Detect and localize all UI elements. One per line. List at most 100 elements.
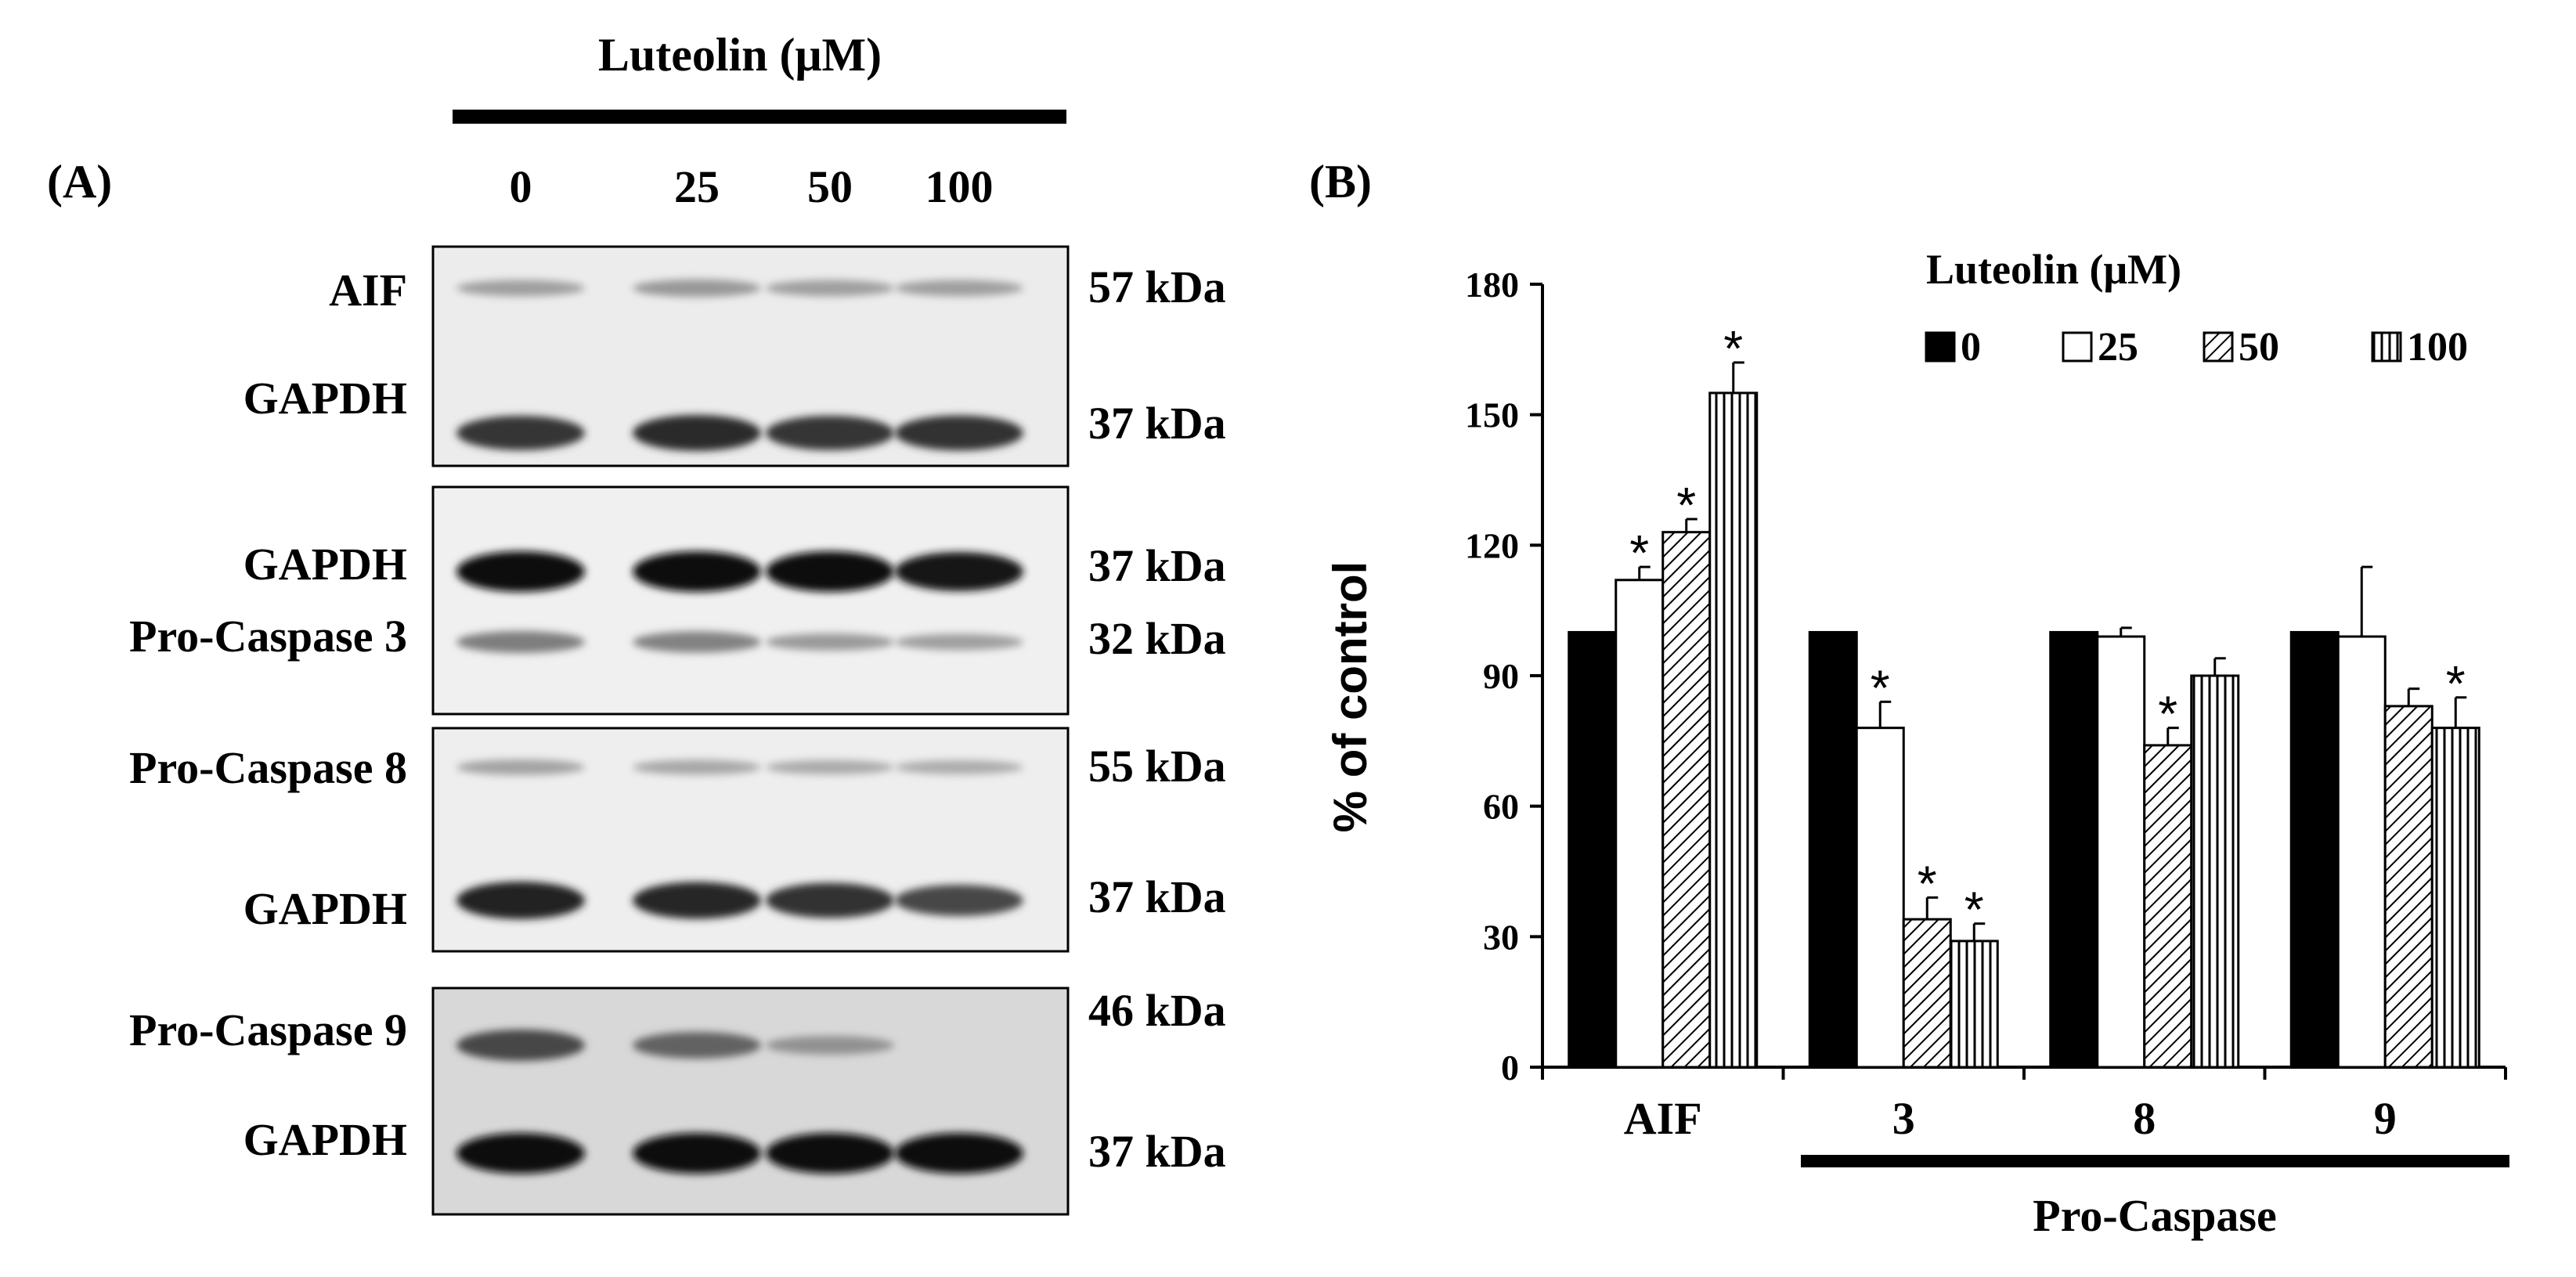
y-axis: 0 30 60 90 120 150 180 xyxy=(1465,265,1544,1088)
blot-membrane xyxy=(431,485,1070,716)
panel-b-label: (B) xyxy=(1309,156,1372,207)
legend-label: 100 xyxy=(2407,325,2468,370)
significance-marker: * xyxy=(1629,525,1649,581)
significance-marker: * xyxy=(1676,477,1696,533)
bar xyxy=(2143,744,2193,1069)
significance-marker: * xyxy=(1964,882,1984,938)
mw-label: 37 kDa xyxy=(1088,871,1226,922)
mw-label: 37 kDa xyxy=(1088,1126,1226,1177)
band xyxy=(633,1133,761,1174)
lane-label: 25 xyxy=(674,161,720,212)
blot-3: Pro-Caspase 8 55 kDa GAPDH 37 kDa xyxy=(129,727,1226,953)
band xyxy=(633,631,761,653)
lane-label: 100 xyxy=(925,161,994,212)
x-tick-label: 9 xyxy=(2374,1093,2397,1144)
protein-label: Pro-Caspase 9 xyxy=(129,1005,407,1055)
band xyxy=(633,759,761,775)
x-tick-label: AIF xyxy=(1624,1093,1702,1144)
panel-a-label: (A) xyxy=(47,156,112,207)
mw-label: 55 kDa xyxy=(1088,741,1226,792)
panel-a: (A) Luteolin (μM) 0 25 50 100 AIF 57 kDa GAPD… xyxy=(47,29,1226,1216)
legend-label: 50 xyxy=(2239,325,2279,370)
mw-label: 57 kDa xyxy=(1088,262,1226,312)
legend-label: 0 xyxy=(1961,325,1981,370)
band-row xyxy=(456,415,1023,451)
legend-item: 50 xyxy=(2203,325,2279,370)
band xyxy=(895,280,1023,297)
band-row xyxy=(456,279,1023,298)
y-tick-label: 30 xyxy=(1483,917,1519,957)
band xyxy=(766,882,894,918)
band xyxy=(633,415,761,451)
protein-label: Pro-Caspase 8 xyxy=(129,742,407,793)
band xyxy=(456,759,585,775)
legend-item: 25 xyxy=(2062,325,2138,370)
bar xyxy=(2383,705,2433,1069)
blot-1: AIF 57 kDa GAPDH 37 kDa xyxy=(244,245,1226,467)
bar xyxy=(2336,635,2387,1069)
band xyxy=(633,279,761,298)
lane-labels: 0 25 50 100 xyxy=(510,161,994,212)
lane-label: 0 xyxy=(510,161,532,212)
treatment-bar xyxy=(453,110,1066,124)
blot-membrane xyxy=(431,987,1070,1216)
protein-label: Pro-Caspase 3 xyxy=(129,611,407,662)
bar xyxy=(1708,391,1759,1069)
band xyxy=(456,1030,585,1061)
protein-label: GAPDH xyxy=(244,1114,407,1165)
protein-label: GAPDH xyxy=(244,373,407,424)
band xyxy=(766,551,894,592)
y-tick-label: 0 xyxy=(1501,1048,1519,1088)
significance-marker: * xyxy=(1723,320,1743,377)
x-tick-label: 8 xyxy=(2133,1093,2156,1144)
band xyxy=(895,885,1023,916)
legend: Luteolin (μM) 0 25 50 100 xyxy=(1925,246,2468,370)
band-row xyxy=(456,882,1023,919)
legend-title: Luteolin (μM) xyxy=(1926,246,2181,293)
band xyxy=(633,551,761,592)
band xyxy=(456,280,585,297)
y-tick-label: 120 xyxy=(1465,525,1519,565)
band-row xyxy=(456,551,1023,592)
mw-label: 37 kDa xyxy=(1088,398,1226,449)
x-tick-label: 3 xyxy=(1892,1093,1915,1144)
significance-marker: * xyxy=(2158,686,2177,742)
band xyxy=(766,1133,894,1174)
bar xyxy=(2289,630,2340,1069)
protein-label: AIF xyxy=(329,265,407,316)
legend-label: 25 xyxy=(2098,325,2138,370)
band xyxy=(766,280,894,297)
band xyxy=(895,1133,1023,1174)
bar xyxy=(2096,635,2146,1069)
band xyxy=(456,882,585,919)
lane-label: 50 xyxy=(807,161,853,212)
mw-label: 32 kDa xyxy=(1088,613,1226,664)
band-row xyxy=(456,1030,894,1061)
legend-item: 0 xyxy=(1925,325,1981,370)
bar xyxy=(1855,727,1905,1069)
band xyxy=(766,633,894,651)
bar xyxy=(2190,674,2240,1069)
band xyxy=(456,1133,585,1174)
band xyxy=(895,552,1023,591)
blot-4: Pro-Caspase 9 46 kDa GAPDH 37 kDa xyxy=(129,985,1226,1216)
band xyxy=(766,1036,894,1055)
band xyxy=(456,551,585,592)
band xyxy=(456,416,585,450)
mw-label: 37 kDa xyxy=(1088,540,1226,591)
blot-2: GAPDH 37 kDa Pro-Caspase 3 32 kDa xyxy=(129,485,1226,716)
band xyxy=(766,759,894,775)
bar xyxy=(1661,531,1712,1069)
y-tick-label: 60 xyxy=(1483,787,1519,827)
bar xyxy=(1808,630,1858,1069)
legend-swatch xyxy=(2203,331,2234,363)
legend-item: 100 xyxy=(2371,325,2468,370)
bar xyxy=(1902,918,1952,1069)
protein-label: GAPDH xyxy=(244,539,407,590)
protein-label: GAPDH xyxy=(244,883,407,934)
band-row xyxy=(456,1133,1023,1174)
band xyxy=(456,631,585,653)
pro-caspase-group: Pro-Caspase xyxy=(1801,1155,2509,1241)
